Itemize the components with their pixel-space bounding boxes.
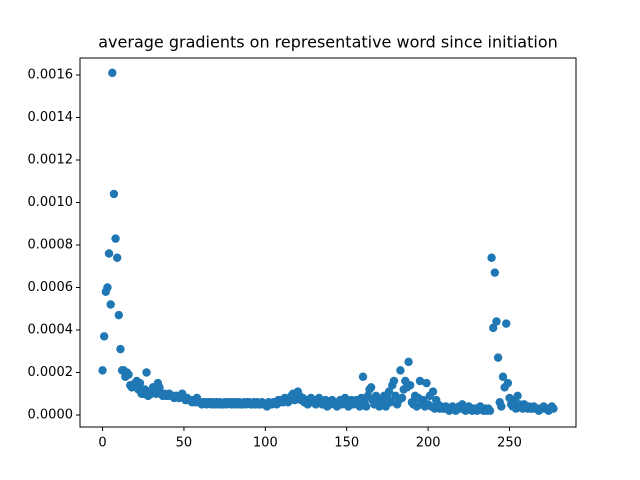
x-tick-label: 100 [253,436,278,451]
point [404,357,413,367]
x-tick-label: 250 [497,436,522,451]
point [124,370,133,379]
point [406,381,415,390]
point [428,387,438,396]
y-tick-label: 0.0006 [28,280,74,295]
plot-frame [79,57,577,428]
x-tick-label: 200 [416,436,441,451]
point [490,268,500,277]
y-tick-label: 0.0002 [28,365,74,380]
point [111,234,120,243]
point [498,372,508,381]
point [358,372,368,381]
y-tick-label: 0.0000 [28,407,74,422]
point [366,383,376,392]
y-tick-label: 0.0014 [28,110,74,125]
point [106,300,115,309]
point [99,332,109,341]
x-tick-label: 50 [176,436,193,451]
point [489,323,498,333]
chart-title: average gradients on representative word… [98,33,558,52]
point [112,253,122,262]
point [492,317,501,326]
point [116,344,125,354]
point [155,383,164,392]
y-tick-label: 0.0012 [28,152,74,167]
point [135,378,145,388]
point [389,376,399,386]
point [487,253,496,262]
point [384,387,394,396]
y-tick-label: 0.0008 [28,237,74,252]
point [104,249,114,258]
point [109,189,119,199]
point [108,68,117,78]
x-tick-label: 0 [98,436,106,451]
point [503,378,513,388]
point [396,366,405,375]
point [397,393,407,403]
point [485,406,495,415]
point [422,378,431,388]
point [502,319,511,328]
point [415,376,425,386]
point [114,310,124,320]
point [98,366,107,375]
point [549,404,558,413]
point [497,402,506,411]
point [386,398,395,407]
point [362,402,371,411]
y-tick-label: 0.0010 [28,195,74,210]
point [513,391,522,401]
point [142,368,151,377]
y-tick-label: 0.0004 [28,322,74,337]
point [103,283,112,292]
point [493,353,503,362]
x-tick-label: 150 [334,436,359,451]
y-tick-label: 0.0016 [28,67,74,82]
